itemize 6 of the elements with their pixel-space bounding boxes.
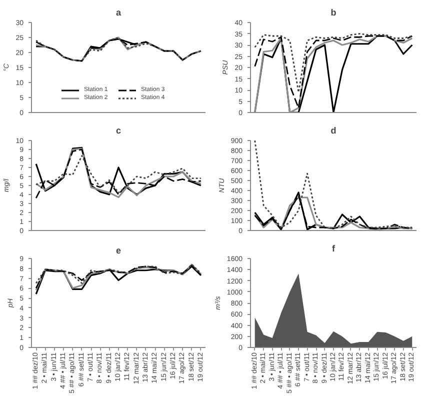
chart-title: e [116, 246, 122, 256]
chart-title: b [330, 8, 337, 18]
chart-title: c [116, 126, 122, 136]
chart-title: f [332, 244, 336, 254]
chart-title: a [116, 8, 122, 18]
chart-title: d [330, 126, 336, 136]
